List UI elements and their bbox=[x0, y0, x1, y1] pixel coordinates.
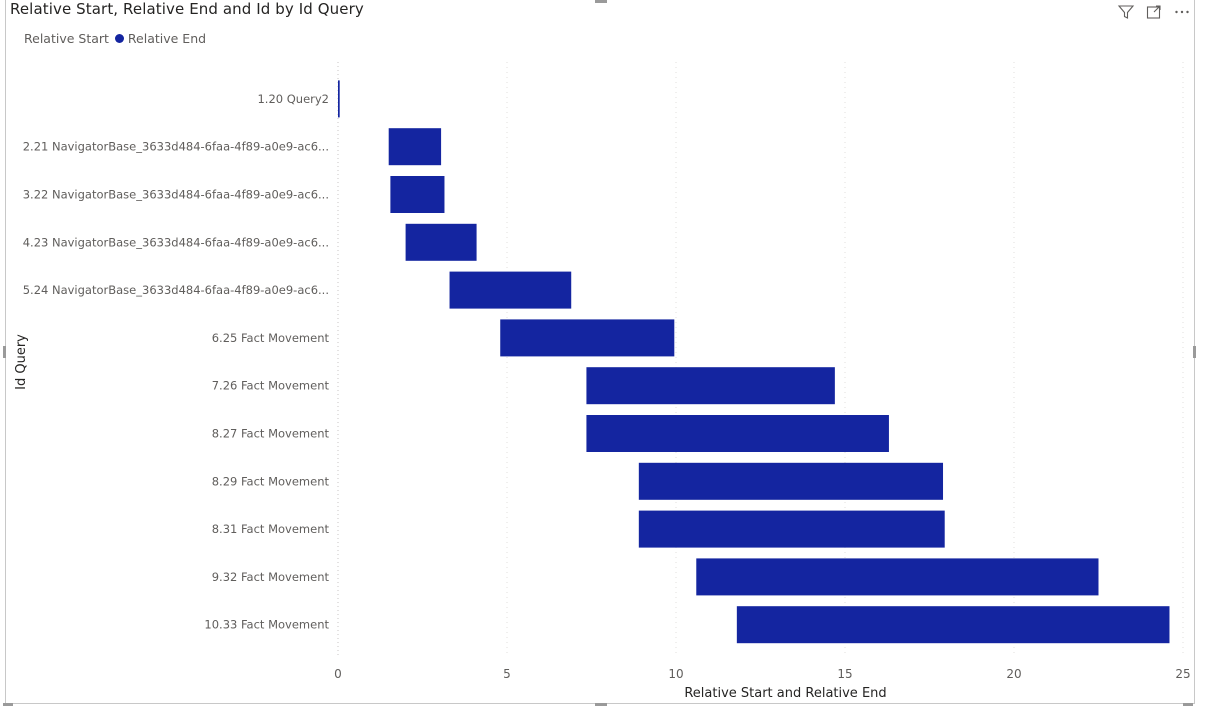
resize-handle-top[interactable] bbox=[595, 0, 607, 3]
bar[interactable] bbox=[405, 223, 477, 261]
bar[interactable] bbox=[736, 606, 1170, 644]
bar[interactable] bbox=[638, 510, 945, 548]
x-tick-label: 5 bbox=[503, 667, 511, 681]
x-tick-label: 20 bbox=[1006, 667, 1021, 681]
filter-icon[interactable] bbox=[1117, 3, 1135, 21]
resize-handle-right[interactable] bbox=[1193, 346, 1196, 358]
bar[interactable] bbox=[586, 367, 835, 405]
bar[interactable] bbox=[638, 462, 944, 500]
x-tick-label: 0 bbox=[334, 667, 342, 681]
legend-marker-relative-end bbox=[114, 34, 124, 43]
category-label: 1.20 Query2 bbox=[257, 92, 329, 106]
category-label: 5.24 NavigatorBase_3633d484-6faa-4f89-a0… bbox=[23, 283, 329, 297]
bar[interactable] bbox=[449, 271, 572, 309]
bar[interactable] bbox=[586, 415, 889, 452]
resize-handle-left[interactable] bbox=[3, 346, 6, 358]
bar[interactable] bbox=[338, 80, 340, 118]
category-label: 2.21 NavigatorBase_3633d484-6faa-4f89-a0… bbox=[23, 140, 329, 154]
bar[interactable] bbox=[390, 176, 445, 213]
legend-item-relative-end[interactable]: Relative End bbox=[114, 31, 207, 46]
legend: Relative Start Relative End bbox=[24, 31, 212, 46]
bar[interactable] bbox=[500, 319, 675, 357]
category-label: 8.31 Fact Movement bbox=[212, 522, 330, 536]
category-label: 7.26 Fact Movement bbox=[212, 379, 330, 393]
x-tick-label: 15 bbox=[837, 667, 852, 681]
legend-label-relative-start: Relative Start bbox=[24, 31, 109, 46]
legend-label-relative-end: Relative End bbox=[127, 31, 207, 46]
y-axis-title: Id Query bbox=[14, 334, 29, 390]
resize-handle-bottom-right[interactable] bbox=[1183, 703, 1193, 706]
bar[interactable] bbox=[696, 558, 1099, 596]
resize-handle-bottom-left[interactable] bbox=[3, 703, 13, 706]
category-label: 8.29 Fact Movement bbox=[212, 474, 330, 488]
x-tick-label: 25 bbox=[1175, 667, 1190, 681]
category-label: 4.23 NavigatorBase_3633d484-6faa-4f89-a0… bbox=[23, 235, 329, 249]
visual-header-icons bbox=[1117, 3, 1191, 21]
category-label: 9.32 Fact Movement bbox=[212, 570, 330, 584]
category-label: 3.22 NavigatorBase_3633d484-6faa-4f89-a0… bbox=[23, 188, 329, 202]
category-label: 8.27 Fact Movement bbox=[212, 427, 330, 441]
chart-title: Relative Start, Relative End and Id by I… bbox=[10, 0, 364, 18]
x-tick-label: 10 bbox=[668, 667, 683, 681]
focus-mode-icon[interactable] bbox=[1145, 3, 1163, 21]
x-axis-title: Relative Start and Relative End bbox=[684, 686, 886, 701]
more-options-icon[interactable] bbox=[1173, 3, 1191, 21]
category-label: 10.33 Fact Movement bbox=[204, 618, 329, 632]
resize-handle-bottom[interactable] bbox=[595, 703, 607, 706]
bar[interactable] bbox=[388, 128, 442, 166]
category-label: 6.25 Fact Movement bbox=[212, 331, 330, 345]
legend-item-relative-start[interactable]: Relative Start bbox=[24, 31, 109, 46]
